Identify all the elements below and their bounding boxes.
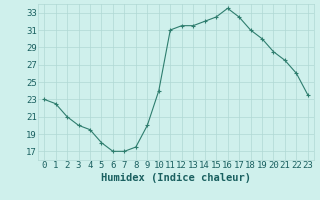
X-axis label: Humidex (Indice chaleur): Humidex (Indice chaleur) [101,173,251,183]
